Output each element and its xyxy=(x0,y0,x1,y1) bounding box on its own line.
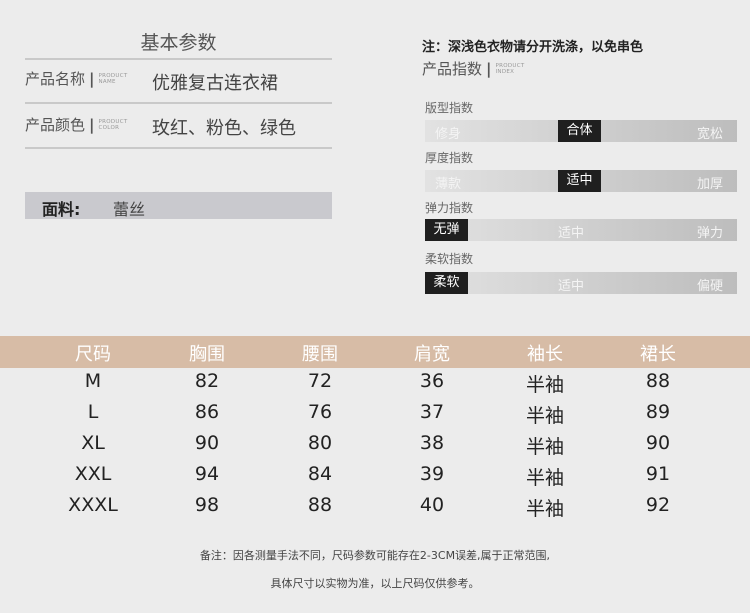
index-option: 薄款 xyxy=(435,177,462,192)
label-text: 产品颜色 xyxy=(25,116,86,134)
index-option: 偏硬 xyxy=(696,279,723,294)
index-label: 版型指数 xyxy=(425,101,474,115)
table-row: L 86 76 37 半袖 89 xyxy=(0,401,750,427)
table-row: M 82 72 36 半袖 88 xyxy=(0,370,750,396)
column-header: 尺码 xyxy=(75,344,111,365)
product-color-value: 玫红、粉色、绿色 xyxy=(152,118,296,139)
table-cell: 86 xyxy=(194,401,220,423)
footer-note-1: 备注：因各测量手法不同，尺码参数可能存在2-3CM误差,属于正常范围, xyxy=(199,549,551,562)
index-option: 适中 xyxy=(558,279,585,294)
table-cell: 88 xyxy=(307,494,333,516)
product-name-value: 优雅复古连衣裙 xyxy=(152,73,278,94)
table-cell: 98 xyxy=(194,494,220,516)
table-cell: XXXL xyxy=(68,494,118,516)
index-option-selected: 柔软 xyxy=(425,272,468,294)
product-index-title: 产品指数 | PRODUCT INDEX xyxy=(422,58,525,79)
table-cell: 半袖 xyxy=(525,498,564,520)
separator: | xyxy=(89,115,95,134)
en-label: PRODUCT INDEX xyxy=(495,62,525,75)
index-label: 弹力指数 xyxy=(425,201,474,215)
index-scale: 无弹 适中 弹力 xyxy=(425,219,737,241)
table-cell: 半袖 xyxy=(525,374,564,396)
separator: | xyxy=(486,59,492,78)
index-option: 适中 xyxy=(558,226,585,241)
table-cell: 40 xyxy=(419,494,445,516)
table-cell: 89 xyxy=(645,401,671,423)
index-option-selected: 无弹 xyxy=(425,219,468,241)
table-row: XXL 94 84 39 半袖 91 xyxy=(0,463,750,489)
table-cell: 92 xyxy=(645,494,671,516)
table-cell: 84 xyxy=(307,463,333,485)
table-cell: 半袖 xyxy=(525,467,564,489)
separator: | xyxy=(89,69,95,88)
en-label: PRODUCT NAME xyxy=(98,72,128,85)
product-color-label: 产品颜色 | PRODUCT COLOR xyxy=(25,114,128,135)
basic-params-title: 基本参数 xyxy=(140,32,217,54)
table-cell: 76 xyxy=(307,401,333,423)
label-text: 产品名称 xyxy=(25,70,86,88)
en-label: PRODUCT COLOR xyxy=(98,118,128,131)
label-text: 产品指数 xyxy=(422,60,483,78)
index-option-selected: 合体 xyxy=(558,120,601,142)
table-row: XXXL 98 88 40 半袖 92 xyxy=(0,494,750,520)
column-header: 胸围 xyxy=(189,344,225,365)
table-cell: 半袖 xyxy=(525,405,564,427)
size-table-header: 尺码 胸围 腰围 肩宽 袖长 裙长 xyxy=(0,336,750,368)
table-cell: M xyxy=(84,370,102,392)
table-row: XL 90 80 38 半袖 90 xyxy=(0,432,750,458)
table-cell: 38 xyxy=(419,432,445,454)
index-option: 弹力 xyxy=(696,226,723,241)
fabric-value: 蕾丝 xyxy=(113,200,146,219)
table-cell: 37 xyxy=(419,401,445,423)
table-cell: 39 xyxy=(419,463,445,485)
column-header: 腰围 xyxy=(302,344,338,365)
index-scale: 修身 合体 宽松 xyxy=(425,120,737,142)
index-option-selected: 适中 xyxy=(558,170,601,192)
table-cell: 36 xyxy=(419,370,445,392)
index-option: 加厚 xyxy=(696,177,723,192)
column-header: 袖长 xyxy=(527,344,563,365)
wash-note: 注：深浅色衣物请分开洗涤，以免串色 xyxy=(422,40,644,55)
table-cell: 91 xyxy=(645,463,671,485)
index-label: 柔软指数 xyxy=(425,252,474,266)
table-cell: 90 xyxy=(194,432,220,454)
column-header: 肩宽 xyxy=(414,344,450,365)
index-option: 宽松 xyxy=(696,127,723,142)
table-cell: 88 xyxy=(645,370,671,392)
index-scale: 柔软 适中 偏硬 xyxy=(425,272,737,294)
product-name-label: 产品名称 | PRODUCT NAME xyxy=(25,68,128,89)
table-cell: 90 xyxy=(645,432,671,454)
footer-note-2: 具体尺寸以实物为准，以上尺码仅供参考。 xyxy=(270,577,480,590)
index-scale: 薄款 适中 加厚 xyxy=(425,170,737,192)
column-header: 裙长 xyxy=(640,344,676,365)
table-cell: 94 xyxy=(194,463,220,485)
divider xyxy=(25,58,332,60)
table-cell: L xyxy=(87,401,99,423)
divider xyxy=(25,102,332,104)
divider xyxy=(25,147,332,149)
table-cell: XXL xyxy=(74,463,112,485)
fabric-bar: 面料: 蕾丝 xyxy=(25,192,332,219)
table-cell: XL xyxy=(81,432,105,454)
table-cell: 82 xyxy=(194,370,220,392)
table-cell: 80 xyxy=(307,432,333,454)
fabric-label: 面料: xyxy=(42,200,81,219)
index-label: 厚度指数 xyxy=(425,151,474,165)
index-option: 修身 xyxy=(435,127,462,142)
table-cell: 72 xyxy=(307,370,333,392)
table-cell: 半袖 xyxy=(525,436,564,458)
